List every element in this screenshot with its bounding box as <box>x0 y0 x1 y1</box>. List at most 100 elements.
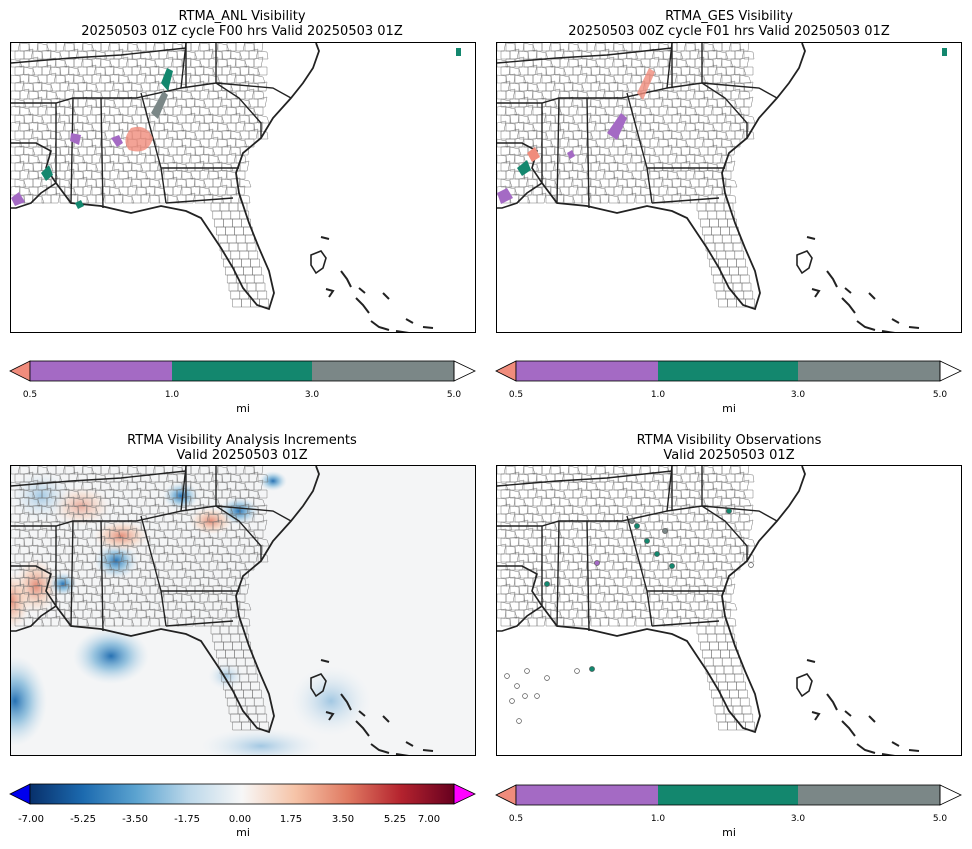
boundary-line <box>806 659 816 663</box>
visibility-shading <box>11 48 461 209</box>
tick-label: 3.0 <box>790 814 806 824</box>
observation-marker <box>509 698 515 704</box>
boundary-line <box>370 320 390 331</box>
boundary-line <box>11 47 187 64</box>
boundary-line <box>11 470 187 487</box>
colorbar-unit: mi <box>722 402 736 415</box>
title-line: RTMA Visibility Analysis Increments <box>127 433 357 448</box>
boundary-line <box>666 82 748 138</box>
tick-label: 3.0 <box>304 390 320 400</box>
boundary-line <box>586 520 590 632</box>
tick-label: 0.5 <box>508 390 524 400</box>
basemap <box>497 43 920 332</box>
boundary-line <box>806 236 816 240</box>
county-boundaries <box>497 466 756 731</box>
county-boundaries <box>497 43 756 308</box>
tick-label: 0.5 <box>508 814 524 824</box>
observation-marker <box>726 508 732 514</box>
boundary-line <box>382 715 390 723</box>
colorbar-observations-bar <box>495 784 962 806</box>
colorbar-anl: 0.5 1.0 3.0 5.0 mi <box>9 360 476 420</box>
observation-marker <box>544 581 550 587</box>
boundary-line <box>405 741 414 747</box>
boundary-line <box>215 505 292 522</box>
boundary-line <box>841 297 856 314</box>
title-line: 20250503 01Z cycle F00 hrs Valid 2025050… <box>81 24 403 39</box>
boundary-line <box>666 505 748 561</box>
colorbar-unit: mi <box>236 826 250 839</box>
colorbar-unit: mi <box>236 402 250 415</box>
observation-marker <box>534 693 540 699</box>
observation-marker <box>522 693 528 699</box>
observation-marker <box>662 528 668 534</box>
boundary-line <box>891 318 900 324</box>
boundary-line <box>856 743 876 754</box>
tick-label: -1.75 <box>174 814 200 825</box>
boundary-line <box>310 250 327 275</box>
boundary-line <box>395 753 410 755</box>
boundary-line <box>370 743 390 754</box>
boundary-line <box>497 47 673 64</box>
tick-label: 7.00 <box>417 814 441 825</box>
boundary-line <box>586 97 590 209</box>
map-anl[interactable] <box>10 42 476 333</box>
title-line: RTMA Visibility Observations <box>636 433 822 448</box>
colorbar-ges: 0.5 1.0 3.0 5.0 mi <box>495 360 962 420</box>
boundary-line <box>556 520 560 627</box>
boundary-line <box>422 749 434 752</box>
tick-label: 5.25 <box>383 814 407 825</box>
observation-marker <box>514 683 520 689</box>
tick-label: 3.50 <box>331 814 355 825</box>
boundary-line <box>811 711 821 721</box>
boundary-line <box>868 715 876 723</box>
boundary-line <box>868 292 876 300</box>
boundary-line <box>626 92 653 204</box>
tick-label: 1.0 <box>164 390 180 400</box>
tick-label: 5.0 <box>932 390 948 400</box>
boundary-line <box>881 330 896 332</box>
boundary-line <box>844 710 852 717</box>
tick-label: 0.00 <box>228 814 252 825</box>
observation-marker <box>669 563 675 569</box>
map-observations[interactable] <box>496 465 962 756</box>
observation-marker <box>634 523 640 529</box>
tick-label: 1.0 <box>650 390 666 400</box>
basemap <box>11 466 434 755</box>
boundary-line <box>320 236 330 240</box>
basemap <box>11 43 434 332</box>
boundary-line <box>497 466 673 527</box>
colorbar-anl-bar <box>9 360 476 382</box>
boundary-line <box>651 197 720 204</box>
tick-label: 0.5 <box>22 390 38 400</box>
boundary-line <box>497 43 673 104</box>
boundary-line <box>826 270 838 288</box>
colorbar-increments: -7.00 -5.25 -3.50 -1.75 0.00 1.75 3.50 5… <box>9 783 476 844</box>
boundary-line <box>382 292 390 300</box>
panel-title-anl: RTMA_ANL Visibility 20250503 01Z cycle F… <box>7 9 477 39</box>
panel-title-ges: RTMA_GES Visibility 20250503 00Z cycle F… <box>494 9 964 39</box>
title-line: Valid 20250503 01Z <box>176 448 308 463</box>
boundary-line <box>325 288 335 298</box>
boundary-line <box>340 693 352 711</box>
tick-label: 3.0 <box>790 390 806 400</box>
boundary-line <box>215 82 292 99</box>
observation-marker <box>504 673 510 679</box>
title-line: RTMA_GES Visibility <box>665 9 793 24</box>
colorbar-ges-bar <box>495 360 962 382</box>
observation-marker <box>544 675 550 681</box>
observation-marker <box>644 538 650 544</box>
colorbar-increments-bar <box>9 783 476 805</box>
boundary-line <box>11 43 187 104</box>
observation-marker <box>589 666 595 672</box>
title-line: Valid 20250503 01Z <box>663 448 795 463</box>
tick-label: 5.0 <box>932 814 948 824</box>
boundary-line <box>358 287 366 294</box>
map-ges[interactable] <box>496 42 962 333</box>
tick-label: -7.00 <box>18 814 44 825</box>
title-line: 20250503 00Z cycle F01 hrs Valid 2025050… <box>568 24 890 39</box>
boundary-line <box>844 287 852 294</box>
observation-marker <box>524 668 530 674</box>
observation-marker <box>574 668 580 674</box>
map-increments[interactable] <box>10 465 476 756</box>
boundary-line <box>881 753 896 755</box>
